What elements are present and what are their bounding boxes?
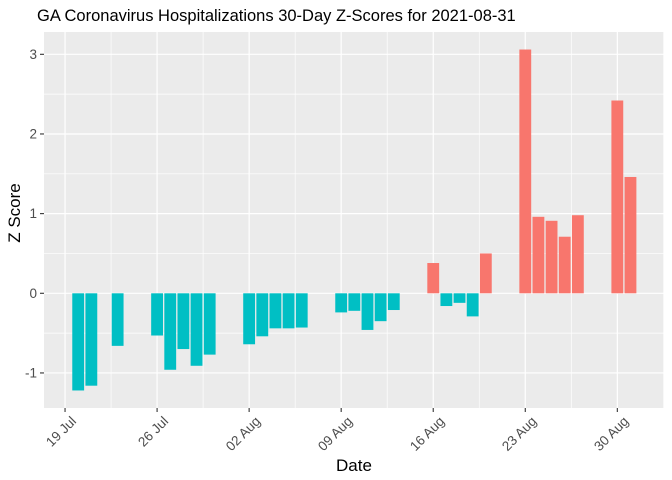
bar-2021-08-19: [466, 293, 479, 317]
bar-2021-07-26: [151, 293, 164, 336]
bar-2021-08-11: [361, 293, 374, 330]
bar-2021-08-03: [256, 293, 269, 337]
x-tick-label: 16 Aug: [407, 414, 447, 454]
bar-2021-08-24: [532, 216, 545, 294]
y-tick-label: 3: [29, 47, 37, 62]
x-axis-title: Date: [336, 456, 372, 475]
bar-2021-07-23: [111, 293, 124, 346]
bar-2021-08-20: [479, 253, 492, 294]
bar-2021-07-20: [72, 293, 85, 391]
bar-2021-07-28: [177, 293, 190, 350]
chart-title: GA Coronavirus Hospitalizations 30-Day Z…: [37, 7, 516, 25]
bar-2021-08-05: [282, 293, 295, 329]
bar-2021-08-31: [624, 176, 637, 294]
x-tick-label: 30 Aug: [591, 414, 631, 454]
bar-2021-08-25: [545, 220, 558, 294]
bar-2021-08-17: [440, 293, 453, 307]
bar-2021-07-30: [203, 293, 216, 355]
bar-2021-08-02: [243, 293, 256, 345]
bar-2021-07-21: [85, 293, 98, 386]
bar-2021-08-13: [387, 293, 400, 311]
x-tick-label: 23 Aug: [499, 414, 539, 454]
bar-2021-07-29: [190, 293, 203, 366]
y-axis-title: Z Score: [5, 183, 24, 243]
plot-panel-layer: -1 0 1 2 3 19 Jul 26 Jul 02 Aug 09 Aug 16 Aug 23 A…: [25, 32, 664, 454]
y-tick-label: 0: [29, 286, 37, 301]
bar-2021-08-10: [348, 293, 361, 311]
bar-2021-08-26: [558, 236, 571, 294]
y-tick-label: 2: [29, 126, 37, 141]
bar-2021-08-23: [519, 49, 532, 294]
bar-2021-08-30: [611, 100, 624, 294]
bar-2021-07-27: [164, 293, 177, 370]
x-tick-label: 19 Jul: [43, 414, 79, 450]
bar-2021-08-16: [427, 263, 440, 294]
x-tick-label: 26 Jul: [135, 414, 171, 450]
y-tick-label: 1: [29, 206, 37, 221]
bar-2021-08-12: [374, 293, 387, 322]
y-tick-label: -1: [25, 365, 37, 380]
x-tick-label: 02 Aug: [223, 414, 263, 454]
bar-2021-08-06: [295, 293, 308, 328]
bar-2021-08-18: [453, 293, 466, 303]
x-tick-label: 09 Aug: [315, 414, 355, 454]
bar-2021-08-27: [571, 215, 584, 294]
plot-panel: [44, 32, 664, 408]
bar-2021-08-09: [335, 293, 348, 313]
bar-2021-08-04: [269, 293, 282, 329]
